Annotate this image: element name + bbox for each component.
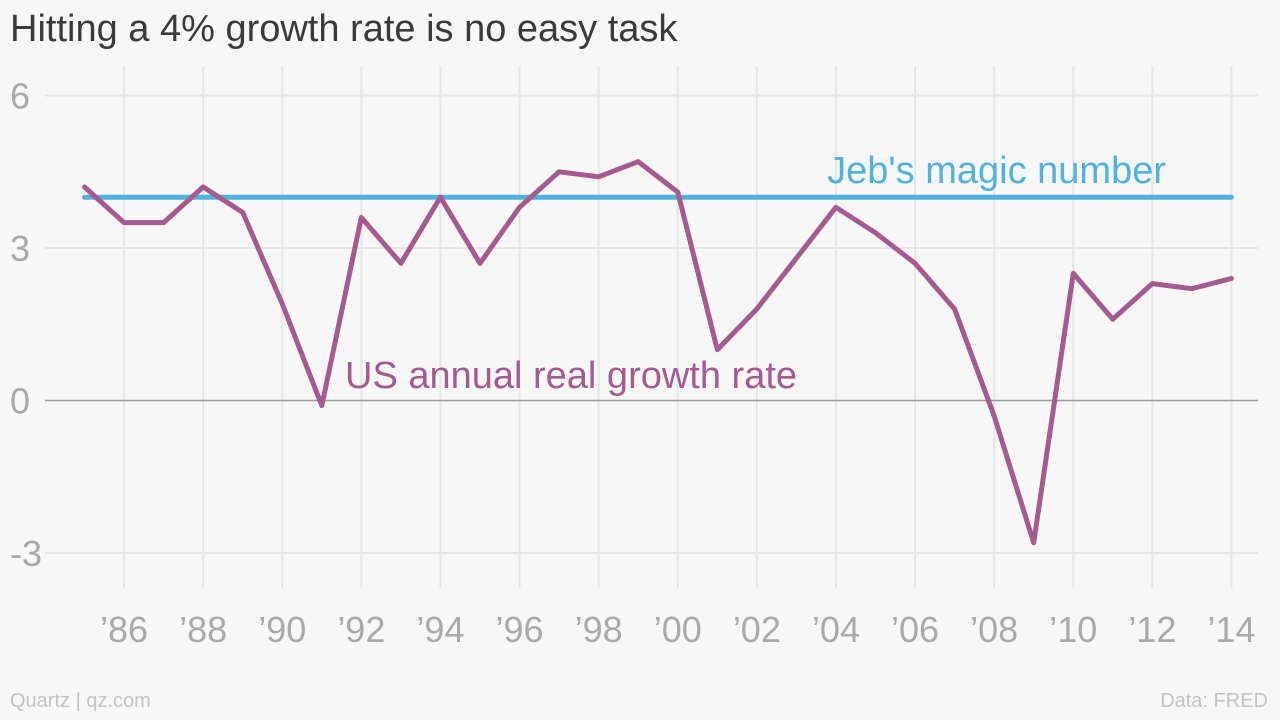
x-tick-label: ’86 bbox=[100, 609, 148, 650]
chart-title: Hitting a 4% growth rate is no easy task bbox=[10, 8, 678, 50]
y-tick-label: -3 bbox=[10, 533, 42, 574]
x-tick-label: ’98 bbox=[575, 609, 623, 650]
x-tick-label: ’00 bbox=[654, 609, 702, 650]
x-tick-label: ’06 bbox=[891, 609, 939, 650]
y-tick-label: 0 bbox=[10, 381, 30, 422]
x-tick-label: ’10 bbox=[1049, 609, 1097, 650]
y-axis-tick-labels: 6 3 0 -3 bbox=[10, 76, 42, 574]
y-tick-label: 6 bbox=[10, 76, 30, 117]
x-tick-label: ’02 bbox=[733, 609, 781, 650]
series-lines bbox=[82, 159, 1234, 546]
x-axis-tick-labels: ’86 ’88 ’90 ’92 ’94 ’96 ’98 ’00 ’02 ’04 ’06 ’08 ’10 ’… bbox=[100, 609, 1255, 650]
series-labels: Jeb's magic number US annual real growth … bbox=[345, 150, 1166, 397]
x-tick-label: ’96 bbox=[496, 609, 544, 650]
x-tick-label: ’88 bbox=[179, 609, 227, 650]
jeb-magic-number-label: Jeb's magic number bbox=[827, 150, 1166, 192]
source-credit: Quartz | qz.com bbox=[10, 690, 151, 712]
x-tick-label: ’08 bbox=[970, 609, 1018, 650]
data-source: Data: FRED bbox=[1160, 690, 1268, 712]
horizontal-gridlines bbox=[45, 94, 1258, 554]
x-tick-label: ’90 bbox=[258, 609, 306, 650]
us-growth-rate-label: US annual real growth rate bbox=[345, 355, 797, 397]
x-tick-label: ’04 bbox=[812, 609, 860, 650]
y-tick-label: 3 bbox=[10, 228, 30, 269]
x-tick-label: ’94 bbox=[416, 609, 464, 650]
x-tick-label: ’14 bbox=[1207, 609, 1255, 650]
x-tick-label: ’92 bbox=[337, 609, 385, 650]
vertical-gridlines bbox=[123, 66, 1233, 588]
x-tick-label: ’12 bbox=[1128, 609, 1176, 650]
us-growth-rate-line bbox=[82, 159, 1234, 546]
